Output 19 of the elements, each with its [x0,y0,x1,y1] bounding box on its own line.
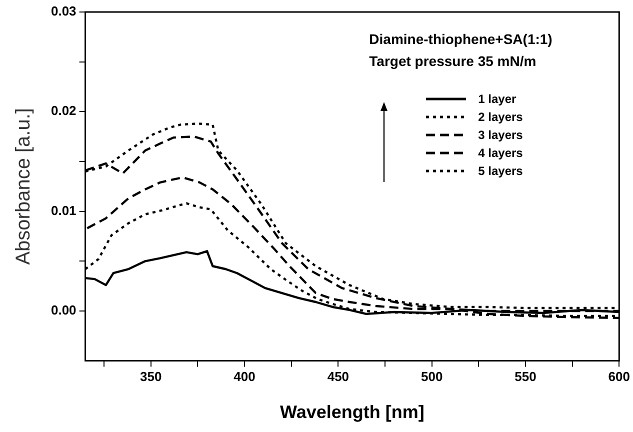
x-axis-title: Wavelength [nm] [280,402,424,422]
annotation: Diamine-thiophene+SA(1:1) [369,31,552,47]
legend-label: 2 layers [478,109,523,126]
legend-label: 4 layers [478,145,523,162]
y-tick-label: 0.02 [50,103,76,118]
x-tick-label: 450 [327,369,350,384]
annotation: Target pressure 35 mN/m [369,53,536,69]
y-axis-title: Absorbance [a.u.] [12,108,35,265]
legend-label: 5 layers [478,163,523,180]
x-tick-label: 550 [514,369,536,384]
x-tick-label: 500 [420,369,443,384]
x-tick-label: 600 [608,369,630,384]
legend-label: 3 layers [478,127,523,144]
x-tick-label: 400 [234,369,256,384]
legend-label: 1 layer [478,91,516,108]
y-tick-label: 0.03 [50,4,76,19]
y-tick-label: 0.00 [50,302,76,318]
x-tick-label: 350 [140,369,162,384]
y-tick-label: 0.01 [50,202,76,218]
